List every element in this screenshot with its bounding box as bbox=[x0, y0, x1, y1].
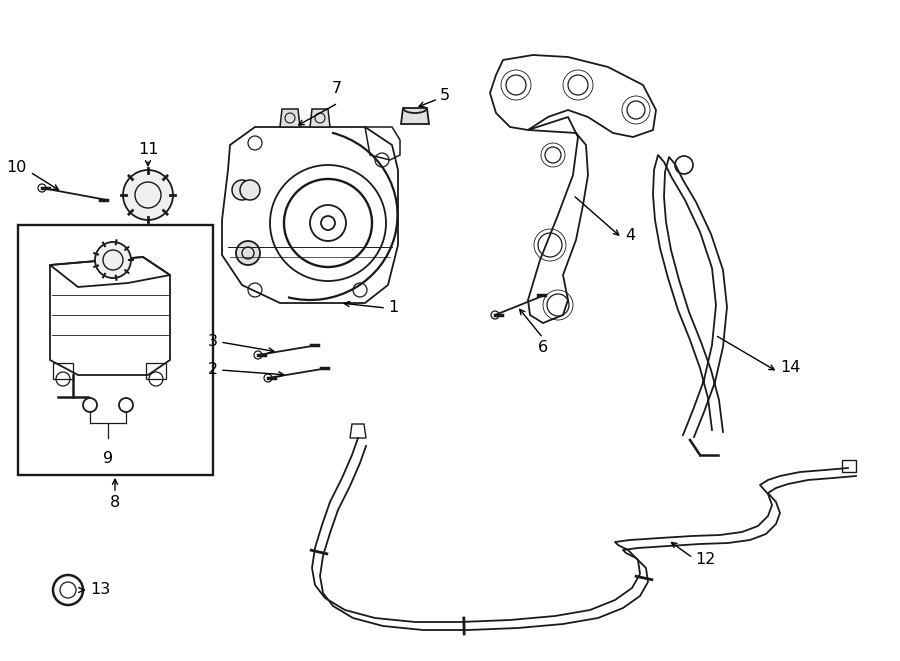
Circle shape bbox=[119, 398, 133, 412]
Circle shape bbox=[240, 180, 260, 200]
Text: 14: 14 bbox=[780, 360, 800, 375]
Text: 7: 7 bbox=[332, 81, 342, 96]
Text: 4: 4 bbox=[625, 227, 635, 243]
Text: 10: 10 bbox=[6, 161, 27, 176]
Text: 12: 12 bbox=[695, 553, 716, 568]
Polygon shape bbox=[280, 109, 300, 127]
Circle shape bbox=[95, 242, 131, 278]
Text: 6: 6 bbox=[538, 340, 548, 355]
Text: 3: 3 bbox=[208, 334, 218, 350]
Text: 8: 8 bbox=[110, 495, 120, 510]
Text: 1: 1 bbox=[388, 301, 398, 315]
Text: 13: 13 bbox=[90, 582, 110, 598]
Text: 2: 2 bbox=[208, 362, 218, 377]
Circle shape bbox=[232, 180, 252, 200]
Bar bbox=[18, 225, 213, 475]
Circle shape bbox=[236, 241, 260, 265]
Polygon shape bbox=[401, 108, 429, 124]
Circle shape bbox=[83, 398, 97, 412]
Text: 5: 5 bbox=[440, 87, 450, 102]
Circle shape bbox=[123, 170, 173, 220]
Text: 11: 11 bbox=[138, 142, 158, 157]
Polygon shape bbox=[310, 109, 330, 127]
Text: 9: 9 bbox=[103, 451, 113, 466]
